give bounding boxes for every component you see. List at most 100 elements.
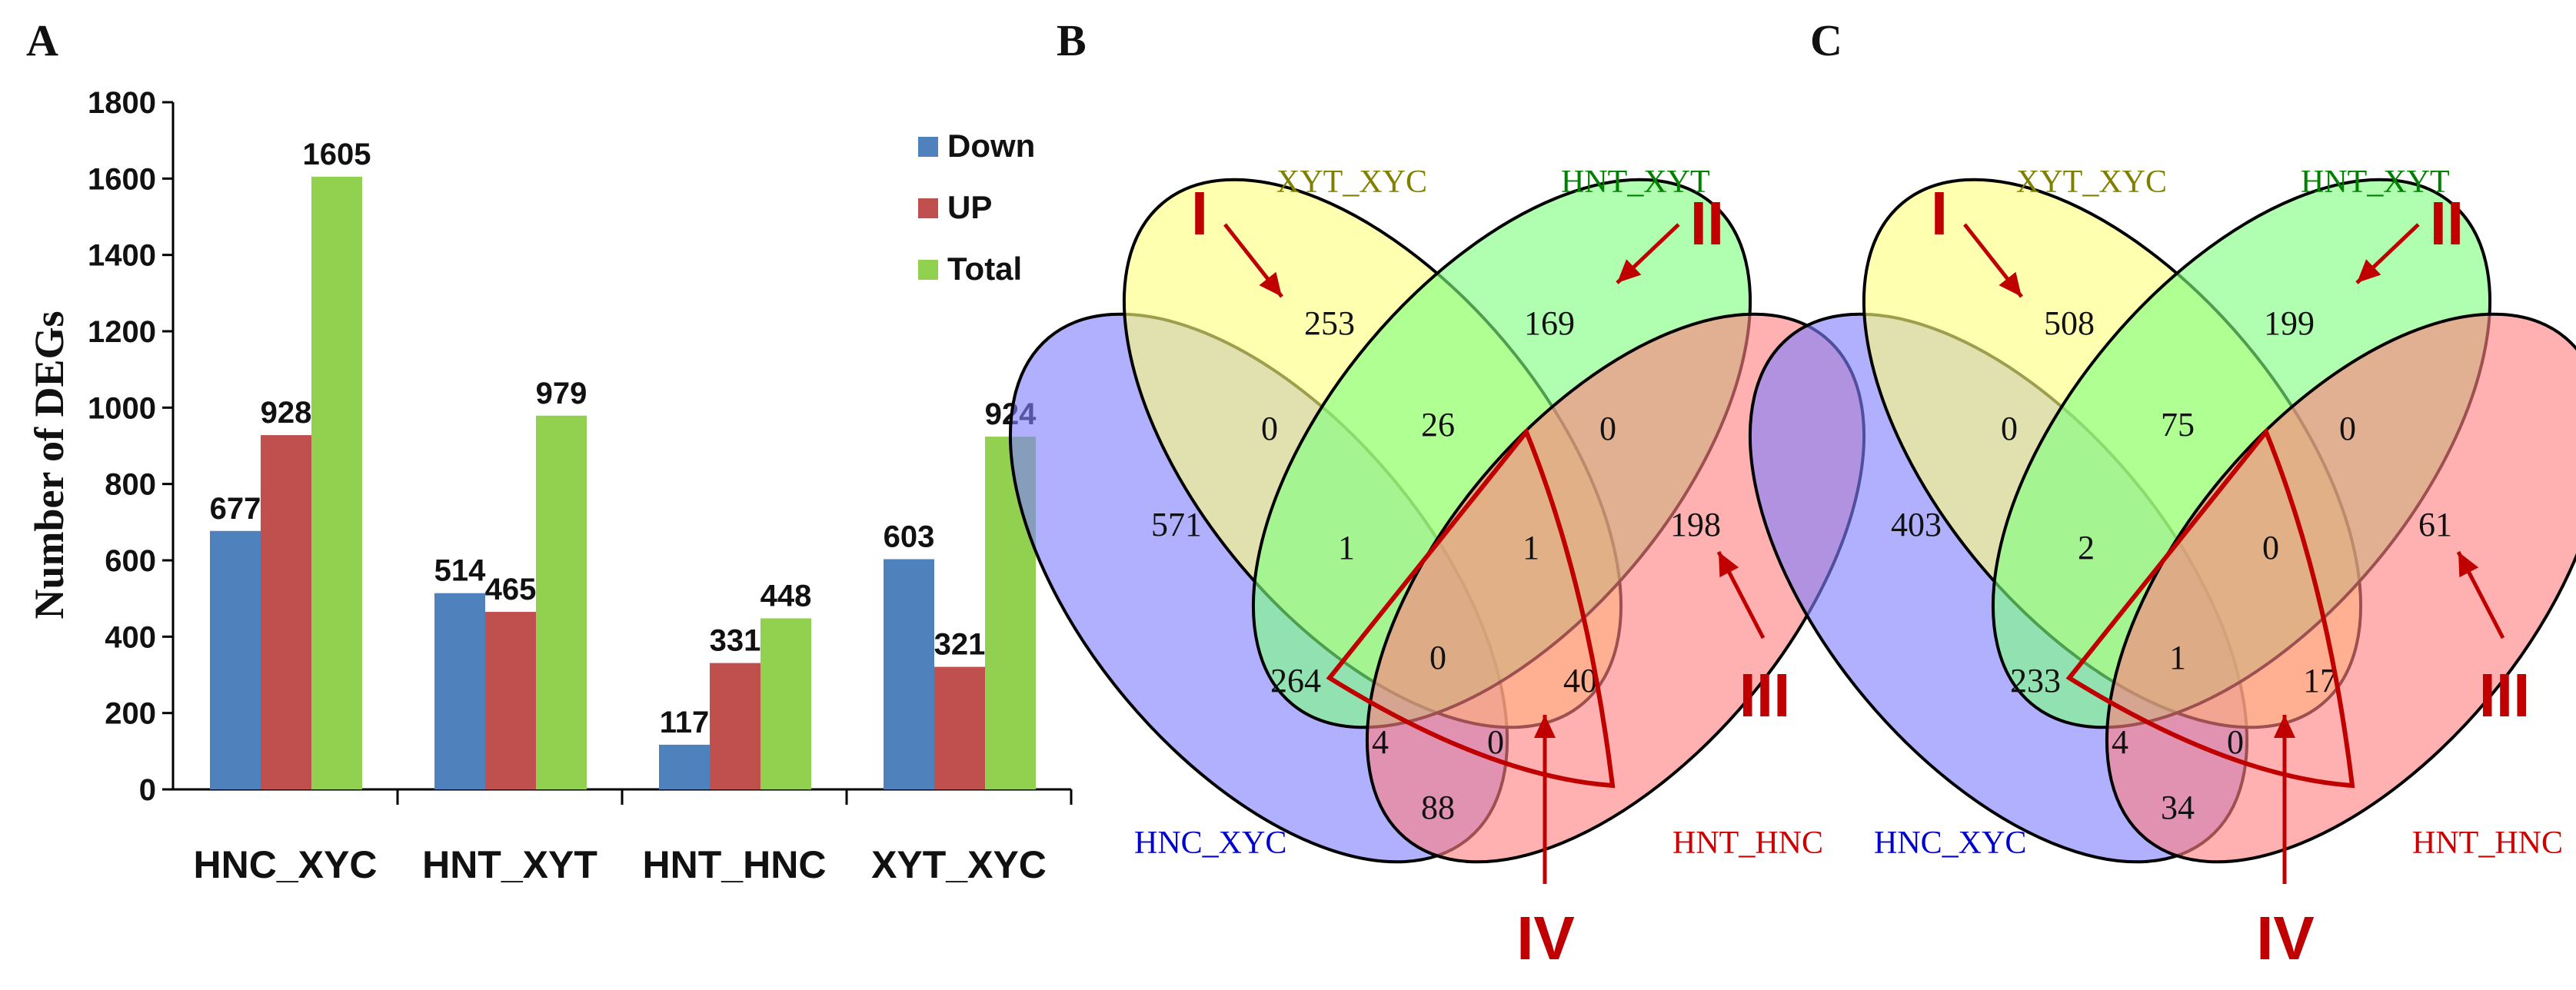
bar-total-hnc_xyc — [311, 176, 362, 790]
arrow-ii-head — [2357, 259, 2381, 283]
set-label-hnt_xyt: HNT_XYT — [2301, 164, 2450, 200]
set-label-xyt_xyc: XYT_XYC — [2016, 164, 2167, 200]
y-tick-label: 1800 — [88, 86, 156, 120]
arrow-i-head — [1259, 271, 1282, 297]
annotation-i: I — [1191, 179, 1208, 248]
annotation-iii: III — [2479, 661, 2531, 729]
arrow-iii-head — [1719, 552, 1739, 578]
arrow-i-head — [1999, 271, 2022, 297]
region-count: 61 — [2418, 506, 2452, 543]
region-count: 1 — [2169, 639, 2186, 676]
y-tick-label: 1400 — [88, 239, 156, 273]
region-count: 264 — [1270, 662, 1321, 699]
y-tick-label: 800 — [105, 468, 156, 502]
panel-label-b: B — [1057, 15, 1087, 65]
arrow-iii-head — [2458, 552, 2479, 578]
data-label: 928 — [261, 396, 312, 430]
set-label-hnc_xyc: HNC_XYC — [1134, 826, 1286, 861]
region-count: 40 — [1563, 662, 1597, 699]
region-count: 199 — [2264, 304, 2315, 342]
y-tick-label: 1000 — [88, 391, 156, 425]
highlight-outline — [1326, 427, 1616, 789]
set-label-hnt_hnc: HNT_HNC — [1672, 826, 1823, 861]
y-tick-label: 200 — [105, 697, 156, 731]
data-label: 514 — [434, 554, 486, 588]
bar-down-hnt_hnc — [659, 744, 710, 789]
arrow-iv-head — [1534, 715, 1556, 738]
bar-down-hnt_xyt — [434, 593, 485, 789]
region-count: 403 — [1891, 506, 1942, 543]
data-label: 1605 — [303, 138, 371, 171]
arrow-iv-head — [2274, 715, 2295, 738]
category-label: HNT_HNC — [643, 843, 827, 886]
data-label: 979 — [536, 377, 587, 410]
region-count: 169 — [1524, 304, 1575, 342]
set-label-xyt_xyc: XYT_XYC — [1276, 164, 1427, 200]
category-label: HNT_XYT — [422, 843, 597, 886]
bar-up-hnt_hnc — [710, 663, 760, 789]
data-label: 677 — [210, 492, 261, 526]
annotation-iv: IV — [2256, 904, 2315, 972]
region-count: 88 — [1421, 789, 1455, 826]
venn-panel-c: C 403 508 199 61 0 75 0 2 0 233 1 17 4 0 34 HNC_XYC XYT_… — [1748, 15, 2576, 972]
bar-total-hnt_hnc — [760, 618, 811, 789]
region-count: 26 — [1421, 406, 1455, 444]
bar-down-xyt_xyc — [884, 559, 934, 789]
region-count: 34 — [2161, 789, 2195, 826]
arrow-ii-head — [1617, 259, 1642, 283]
legend-label-down: Down — [947, 128, 1035, 164]
region-count: 0 — [2001, 410, 2018, 447]
bars: 6779281605514465979117331448603321924 — [210, 138, 1037, 790]
bar-down-hnc_xyc — [210, 530, 261, 789]
category-label: XYT_XYC — [871, 843, 1047, 886]
set-label-hnt_xyt: HNT_XYT — [1561, 164, 1710, 200]
category-label: HNC_XYC — [194, 843, 378, 886]
region-count: 0 — [2262, 529, 2279, 566]
y-tick-label: 400 — [105, 620, 156, 654]
data-label: 117 — [660, 706, 710, 739]
panel-label-a: A — [26, 15, 58, 65]
y-axis-label: Number of DEGs — [26, 311, 72, 619]
region-count: 253 — [1304, 304, 1355, 342]
bar-total-hnt_xyt — [536, 415, 587, 789]
bar-up-hnc_xyc — [261, 435, 311, 789]
y-tick-label: 0 — [139, 773, 156, 807]
annotation-iv: IV — [1516, 904, 1575, 972]
set-label-hnc_xyc: HNC_XYC — [1874, 826, 2026, 861]
region-count: 0 — [1429, 639, 1446, 676]
region-count: 4 — [2112, 723, 2128, 761]
y-tick-label: 1200 — [88, 315, 156, 349]
region-count: 233 — [2010, 662, 2061, 699]
region-count: 75 — [2161, 406, 2195, 444]
legend: Down UP Total — [918, 128, 1035, 287]
legend-label-up: UP — [947, 189, 992, 225]
y-tick-label: 600 — [105, 544, 156, 578]
region-count: 571 — [1151, 506, 1202, 543]
region-count: 0 — [1599, 410, 1616, 447]
set-label-hnt_hnc: HNT_HNC — [2412, 826, 2563, 861]
legend-swatch-down — [918, 137, 938, 157]
plot-area: 0 200 400 600 800 1000 1200 1400 1600 1800 HNC_XYC… — [88, 86, 1073, 886]
region-count: 0 — [2339, 410, 2356, 447]
region-count: 2 — [2078, 529, 2095, 566]
annotation-ii: II — [2430, 189, 2464, 257]
region-count: 0 — [1261, 410, 1278, 447]
panel-label-c: C — [1810, 15, 1842, 65]
annotation-iii: III — [1739, 661, 1791, 729]
venn-diagram: 403 508 199 61 0 75 0 2 0 233 1 17 4 0 34 HNC_XYC XYT_XY… — [1748, 164, 2576, 972]
region-count: 198 — [1670, 506, 1721, 543]
ellipse-hnt-hnc — [2105, 312, 2576, 864]
bar-chart-panel: A Number of DEGs 0 200 400 600 800 1000 1200 14… — [26, 15, 1073, 886]
highlight-outline — [2065, 427, 2355, 789]
bar-up-xyt_xyc — [934, 666, 985, 789]
data-label: 321 — [934, 628, 986, 662]
region-count: 508 — [2044, 304, 2095, 342]
legend-swatch-up — [918, 198, 938, 218]
annotation-i: I — [1931, 179, 1948, 248]
region-count: 17 — [2303, 662, 2337, 699]
bar-up-hnt_xyt — [485, 612, 536, 789]
region-count: 1 — [1338, 529, 1355, 566]
region-count: 4 — [1372, 723, 1389, 761]
data-label: 331 — [710, 624, 761, 658]
